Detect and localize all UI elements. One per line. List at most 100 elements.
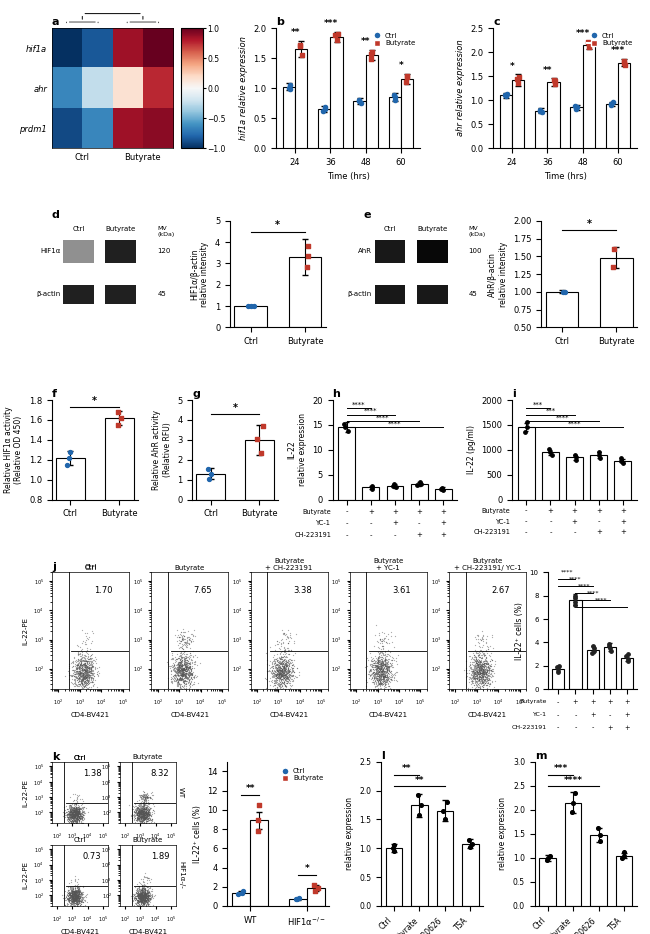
Point [477, 664, 488, 679]
Point [402, 70, 412, 85]
Point [168, 668, 179, 683]
Point [140, 807, 150, 822]
Point [278, 665, 288, 680]
Point [79, 665, 89, 680]
Point [68, 890, 78, 905]
Point [176, 668, 186, 683]
Point [140, 882, 150, 897]
Point [376, 675, 386, 690]
Point [571, 101, 581, 116]
Point [478, 684, 488, 699]
Point [287, 669, 297, 684]
Point [184, 648, 194, 663]
Point [84, 665, 94, 680]
Point [71, 891, 81, 906]
Point [470, 674, 480, 689]
Point [172, 672, 182, 686]
Point [476, 650, 486, 665]
Point [186, 663, 196, 678]
Point [142, 870, 152, 884]
Point [64, 807, 75, 822]
Point [545, 848, 555, 863]
Point [471, 655, 482, 670]
Point [67, 803, 77, 818]
Point [479, 648, 489, 663]
Point [279, 627, 289, 642]
Point [281, 679, 291, 694]
Y-axis label: hif1a relative expression: hif1a relative expression [239, 36, 248, 140]
Point [129, 804, 139, 819]
Point [371, 677, 382, 692]
Point [138, 892, 149, 907]
Point [136, 814, 146, 828]
Point [187, 631, 197, 646]
Point [145, 791, 155, 806]
Point [73, 889, 83, 904]
Point [287, 672, 298, 687]
Point [484, 671, 495, 686]
Point [132, 895, 142, 910]
Point [139, 896, 150, 911]
Point [380, 650, 390, 665]
Text: -: - [525, 518, 528, 525]
Bar [295, 50, 307, 149]
Point [376, 667, 386, 682]
Point [140, 892, 150, 907]
Point [142, 814, 152, 828]
Point [480, 667, 491, 682]
Point [478, 665, 488, 680]
Point [145, 891, 155, 906]
Point [142, 898, 153, 913]
Point [137, 801, 148, 816]
Point [280, 646, 290, 661]
Point [143, 795, 153, 810]
Point [68, 890, 78, 905]
Point [141, 808, 151, 823]
Point [181, 664, 191, 679]
Point [189, 670, 200, 685]
Point [71, 803, 81, 818]
Point [186, 666, 196, 681]
Point [172, 658, 182, 672]
Point [252, 432, 262, 446]
Text: -: - [346, 508, 348, 515]
Point [374, 672, 385, 686]
Point [369, 665, 379, 680]
Point [73, 884, 84, 899]
Point [67, 889, 77, 904]
Point [75, 672, 86, 687]
Point [140, 886, 151, 901]
Point [67, 804, 77, 819]
Point [273, 676, 283, 691]
Point [140, 884, 150, 899]
Point [68, 887, 79, 902]
Point [73, 809, 83, 824]
Point [68, 800, 79, 814]
Point [135, 889, 146, 904]
Point [66, 803, 77, 818]
Point [169, 667, 179, 682]
Point [274, 666, 285, 681]
Bar [283, 87, 295, 149]
Point [140, 895, 150, 910]
Point [179, 661, 189, 676]
Text: Butyrate: Butyrate [520, 700, 547, 704]
Point [141, 889, 151, 904]
Point [192, 675, 203, 690]
Point [66, 883, 76, 898]
Point [320, 100, 330, 115]
Point [64, 891, 75, 906]
Point [78, 890, 88, 905]
Point [85, 654, 96, 669]
Point [375, 673, 385, 688]
Point [62, 806, 73, 821]
Point [73, 806, 84, 821]
Point [474, 665, 485, 680]
Point [61, 804, 72, 819]
Point [171, 658, 181, 672]
Point [140, 809, 150, 824]
Point [284, 664, 294, 679]
Point [68, 884, 79, 899]
Point [79, 654, 90, 669]
Point [481, 662, 491, 677]
